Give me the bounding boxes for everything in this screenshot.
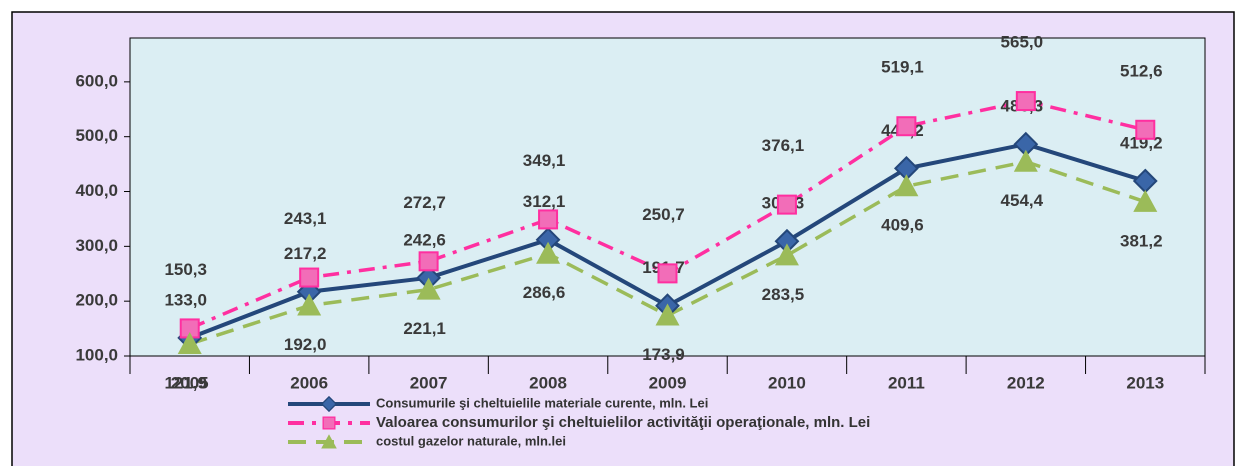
y-tick-label: 200,0 — [75, 291, 118, 310]
x-tick-label: 2007 — [410, 373, 448, 392]
marker — [538, 209, 559, 230]
marker — [536, 241, 561, 264]
marker — [774, 243, 799, 266]
data-label: 242,6 — [403, 230, 446, 249]
data-label: 133,0 — [164, 290, 207, 309]
legend-marker — [321, 434, 337, 449]
marker — [177, 331, 202, 354]
marker — [299, 267, 320, 288]
data-label: 565,0 — [1001, 33, 1044, 52]
marker — [657, 263, 678, 284]
legend-label: Consumurile şi cheltuielile materiale cu… — [376, 395, 708, 410]
data-label: 376,1 — [762, 136, 805, 155]
x-tick-label: 2010 — [768, 373, 806, 392]
data-label: 409,6 — [881, 216, 924, 235]
data-label: 150,3 — [164, 260, 207, 279]
data-label: 121,9 — [164, 373, 207, 392]
y-tick-label: 400,0 — [75, 181, 118, 200]
marker — [1135, 119, 1156, 140]
marker — [896, 116, 917, 137]
x-tick-label: 2013 — [1126, 373, 1164, 392]
data-label: 454,4 — [1001, 191, 1044, 210]
legend-label: costul gazelor naturale, mln.lei — [376, 433, 566, 448]
data-label: 519,1 — [881, 58, 924, 77]
marker — [1015, 91, 1036, 112]
x-tick-label: 2008 — [529, 373, 567, 392]
marker — [416, 277, 441, 300]
marker — [776, 194, 797, 215]
legend-label: Valoarea consumurilor şi cheltuielilor a… — [376, 414, 870, 431]
data-label: 381,2 — [1120, 231, 1163, 250]
marker — [655, 303, 680, 326]
marker — [418, 251, 439, 272]
data-label: 173,9 — [642, 345, 685, 364]
marker — [297, 293, 322, 316]
marker — [894, 174, 919, 197]
marker — [1013, 149, 1038, 172]
data-label: 192,0 — [284, 335, 327, 354]
data-label: 250,7 — [642, 205, 685, 224]
x-tick-label: 2005 — [171, 373, 209, 392]
data-label: 512,6 — [1120, 61, 1163, 80]
data-label: 272,7 — [403, 193, 446, 212]
data-label: 349,1 — [523, 151, 566, 170]
legend-marker — [322, 416, 336, 430]
y-tick-label: 100,0 — [75, 345, 118, 364]
y-tick-label: 300,0 — [75, 236, 118, 255]
data-label: 286,6 — [523, 283, 566, 302]
x-tick-label: 2012 — [1007, 373, 1045, 392]
legend-marker — [320, 395, 338, 413]
marker — [1133, 189, 1158, 212]
x-tick-label: 2011 — [888, 373, 925, 392]
data-label: 221,1 — [403, 319, 446, 338]
data-label: 283,5 — [762, 285, 805, 304]
x-tick-label: 2009 — [649, 373, 687, 392]
y-tick-label: 500,0 — [75, 126, 118, 145]
data-label: 217,2 — [284, 244, 327, 263]
x-tick-label: 2006 — [290, 373, 328, 392]
data-label: 312,1 — [523, 192, 566, 211]
y-tick-label: 600,0 — [75, 71, 118, 90]
data-label: 243,1 — [284, 209, 327, 228]
